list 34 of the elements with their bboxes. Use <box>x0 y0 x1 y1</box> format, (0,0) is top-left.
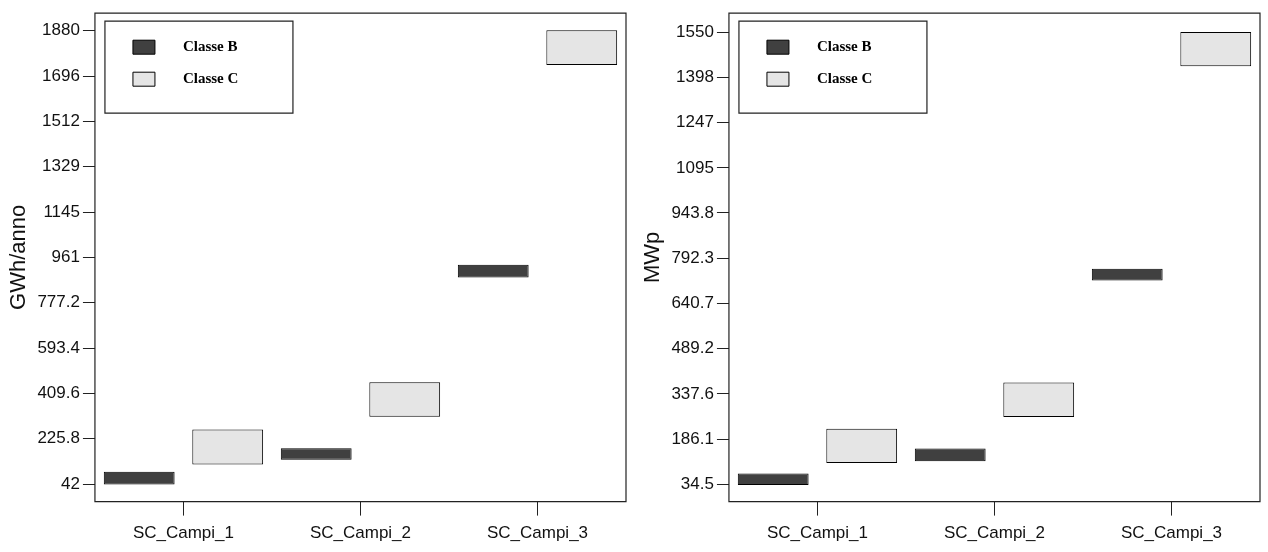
x-tick-label: SC_Campi_2 <box>309 523 412 543</box>
y-tick-label: 1398 <box>676 67 714 87</box>
y-tick-label: 1095 <box>676 157 714 177</box>
legend-label: Classe B <box>816 38 872 55</box>
legend-label: Classe C <box>182 70 239 87</box>
x-tick-label: SC_Campi_2 <box>943 523 1046 543</box>
y-tick-label: 186.1 <box>671 428 714 448</box>
y-tick-label: 489.2 <box>671 338 714 358</box>
y-tick-label: 409.6 <box>37 383 80 403</box>
y-tick-label: 640.7 <box>671 293 714 313</box>
y-tick-label: 777.2 <box>37 292 80 312</box>
legend-label: Classe B <box>182 38 238 55</box>
x-tick-label: SC_Campi_3 <box>1120 523 1223 543</box>
x-tick-label: SC_Campi_3 <box>486 523 589 543</box>
y-tick-label: 42 <box>61 473 80 493</box>
y-tick-label: 593.4 <box>37 337 80 357</box>
y-tick-label: 1880 <box>42 20 80 40</box>
y-tick-label: 1329 <box>42 156 80 176</box>
y-tick-label: 792.3 <box>671 247 714 267</box>
y-tick-label: 943.8 <box>671 202 714 222</box>
y-tick-label: 961 <box>51 247 80 267</box>
y-tick-label: 34.5 <box>680 474 714 494</box>
x-tick-label: SC_Campi_1 <box>132 523 235 543</box>
y-tick-label: 1247 <box>676 112 714 132</box>
y-tick-label: 1696 <box>42 65 80 85</box>
y-axis-title: GWh/anno <box>5 204 31 310</box>
y-tick-label: 337.6 <box>671 383 714 403</box>
y-axis-title: MWp <box>639 231 665 284</box>
x-tick-label: SC_Campi_1 <box>766 523 869 543</box>
y-tick-label: 1145 <box>43 201 80 221</box>
y-tick-label: 1512 <box>42 111 80 131</box>
y-tick-label: 225.8 <box>37 428 80 448</box>
legend-label: Classe C <box>816 70 873 87</box>
y-tick-label: 1550 <box>676 21 714 41</box>
